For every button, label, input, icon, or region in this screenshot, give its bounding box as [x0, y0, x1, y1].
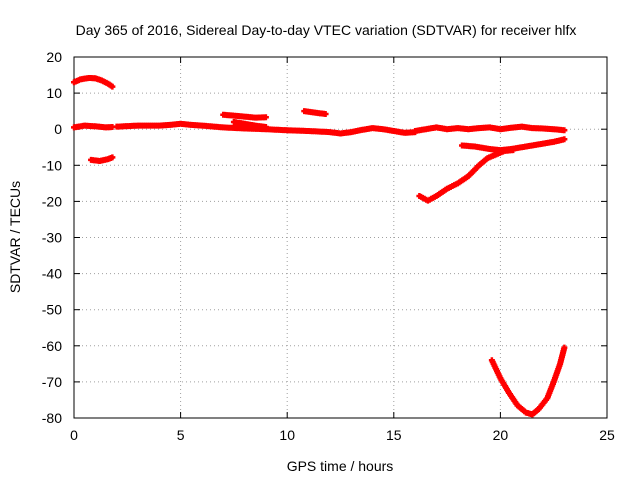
x-tick-label: 0: [70, 427, 78, 443]
y-tick-label: 0: [54, 121, 62, 137]
data-point: [322, 111, 329, 118]
x-tick-label: 25: [599, 427, 615, 443]
series-arc-05: [220, 111, 269, 121]
x-axis-label: GPS time / hours: [287, 458, 394, 474]
y-tick-label: -80: [42, 410, 62, 426]
axis-ticks: 0 5 10 15 20 25 -80 -70 -60 -50 -40 -30 -20 -10 0 10 20: [42, 49, 615, 443]
data-point: [561, 136, 568, 143]
series-arc-10: [459, 136, 568, 154]
y-tick-label: -40: [42, 266, 62, 282]
data-point: [262, 114, 269, 121]
y-tick-label: -20: [42, 193, 62, 209]
gridlines: [74, 57, 607, 418]
data-point: [561, 344, 568, 351]
data-point: [109, 83, 116, 90]
y-tick-label: -50: [42, 302, 62, 318]
series-arc-04: [113, 120, 419, 137]
chart-title: Day 365 of 2016, Sidereal Day-to-day VTE…: [76, 22, 577, 38]
series-arc-06: [230, 118, 269, 131]
series-arc-02: [71, 122, 116, 131]
x-tick-label: 20: [493, 427, 509, 443]
x-tick-label: 15: [386, 427, 402, 443]
series-arc-11: [488, 344, 568, 418]
series-arc-07: [301, 108, 329, 118]
x-tick-label: 10: [279, 427, 295, 443]
y-tick-label: 20: [46, 49, 62, 65]
y-tick-label: -70: [42, 374, 62, 390]
data-point: [262, 124, 269, 131]
y-tick-label: -10: [42, 157, 62, 173]
series-arc-01: [71, 74, 116, 90]
data-point: [109, 154, 116, 161]
plot-frame: [73, 56, 608, 419]
x-tick-label: 5: [177, 427, 185, 443]
y-tick-label: -60: [42, 338, 62, 354]
y-axis-label: SDTVAR / TECUs: [7, 181, 23, 293]
series-arc-08: [412, 123, 568, 135]
series-arc-03: [88, 154, 116, 164]
y-tick-label: -30: [42, 230, 62, 246]
series-arc-09: [416, 147, 517, 204]
data-marks: [71, 74, 568, 418]
data-point: [561, 127, 568, 134]
y-tick-label: 10: [46, 85, 62, 101]
